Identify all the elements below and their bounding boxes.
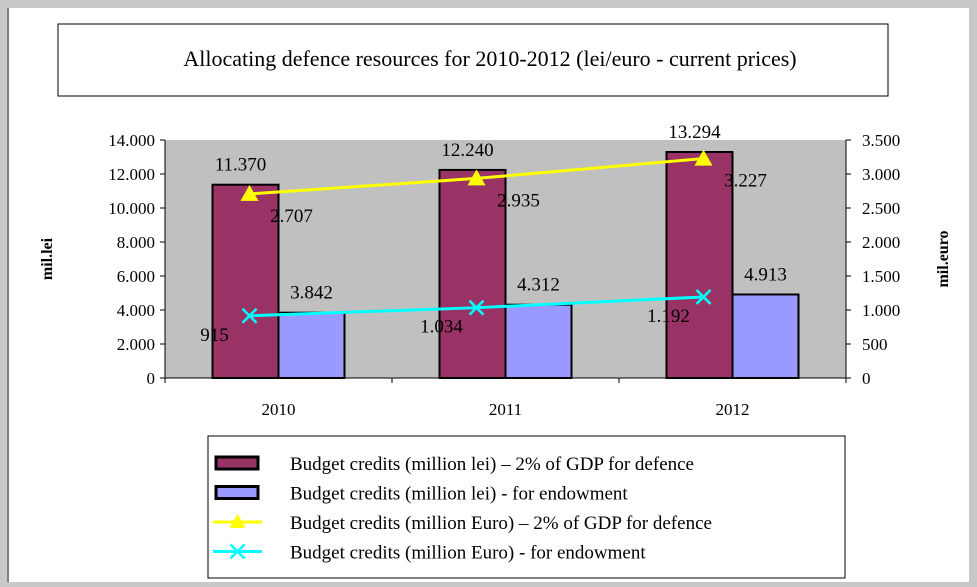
left-tick-label: 0	[147, 369, 156, 388]
bar-data-label: 3.842	[290, 283, 333, 304]
legend-swatch-bar	[214, 455, 260, 471]
bars-layer	[211, 151, 800, 380]
bar-data-label: 11.370	[215, 155, 267, 176]
right-tick-label: 3.500	[862, 131, 900, 150]
legend: Budget credits (million lei) – 2% of GDP…	[213, 454, 712, 564]
x-cross-icon	[695, 289, 712, 305]
ticks-layer: 0 2.000 4.000 6.000 8.000 10.000 12.000 14.000 0…	[108, 131, 900, 419]
triangle-icon	[467, 169, 486, 186]
lines-layer	[240, 149, 713, 324]
right-axis-title: mil.euro	[935, 230, 952, 287]
legend-entry-label: Budget credits (million Euro) – 2% of GD…	[290, 513, 712, 534]
left-tick-label: 2.000	[117, 335, 155, 354]
left-tick-label: 4.000	[117, 301, 155, 320]
bar-data-label: 4.913	[744, 264, 787, 285]
line-data-label: 1.192	[647, 306, 690, 327]
triangle-icon	[694, 149, 713, 166]
line-data-label: 915	[200, 325, 229, 346]
left-tick-label: 14.000	[108, 131, 155, 150]
left-tick-label: 12.000	[108, 165, 155, 184]
right-tick-label: 2.000	[862, 233, 900, 252]
chart-title: Allocating defence resources for 2010-20…	[183, 46, 796, 71]
triangle-icon	[229, 514, 246, 528]
legend-entry-label: Budget credits (million lei) – 2% of GDP…	[290, 454, 694, 475]
left-tick-label: 6.000	[117, 267, 155, 286]
line-data-label: 2.707	[270, 206, 313, 227]
bar-endowment-lei	[277, 311, 346, 380]
title-box	[57, 23, 889, 97]
line-data-label: 2.935	[497, 190, 540, 211]
line-data-label: 3.227	[724, 171, 767, 192]
left-tick-label: 8.000	[117, 233, 155, 252]
x-tick-label: 2011	[489, 400, 522, 419]
bar-defence-lei	[438, 168, 507, 379]
bar-data-label: 12.240	[441, 140, 493, 161]
data-labels-layer: 11.370 12.240 13.294 3.842 4.312 4.913 2.707 2.…	[200, 122, 787, 346]
left-axis-title: mil.lei	[39, 237, 56, 280]
legend-entry-label: Budget credits (million lei) - for endow…	[290, 484, 628, 505]
bar-data-label: 13.294	[668, 122, 721, 143]
right-tick-label: 0	[862, 369, 871, 388]
bar-endowment-lei	[504, 303, 573, 380]
triangle-icon	[240, 184, 259, 201]
right-tick-label: 1.500	[862, 267, 900, 286]
x-tick-label: 2012	[716, 400, 750, 419]
bar-endowment-lei	[731, 293, 800, 380]
x-tick-label: 2010	[262, 400, 296, 419]
x-cross-icon	[241, 307, 258, 324]
bar-data-label: 4.312	[517, 275, 560, 296]
left-tick-label: 10.000	[108, 199, 155, 218]
right-tick-label: 500	[862, 335, 888, 354]
right-tick-label: 3.000	[862, 165, 900, 184]
bar-defence-lei	[665, 151, 734, 379]
right-tick-label: 1.000	[862, 301, 900, 320]
legend-entry-label: Budget credits (million Euro) - for endo…	[290, 543, 646, 564]
x-cross-icon	[229, 543, 246, 560]
legend-box	[207, 435, 846, 579]
x-cross-icon	[468, 299, 485, 316]
right-tick-label: 2.500	[862, 199, 900, 218]
legend-swatch-bar	[214, 485, 260, 500]
bar-defence-lei	[211, 183, 280, 379]
line-data-label: 1.034	[420, 317, 463, 338]
